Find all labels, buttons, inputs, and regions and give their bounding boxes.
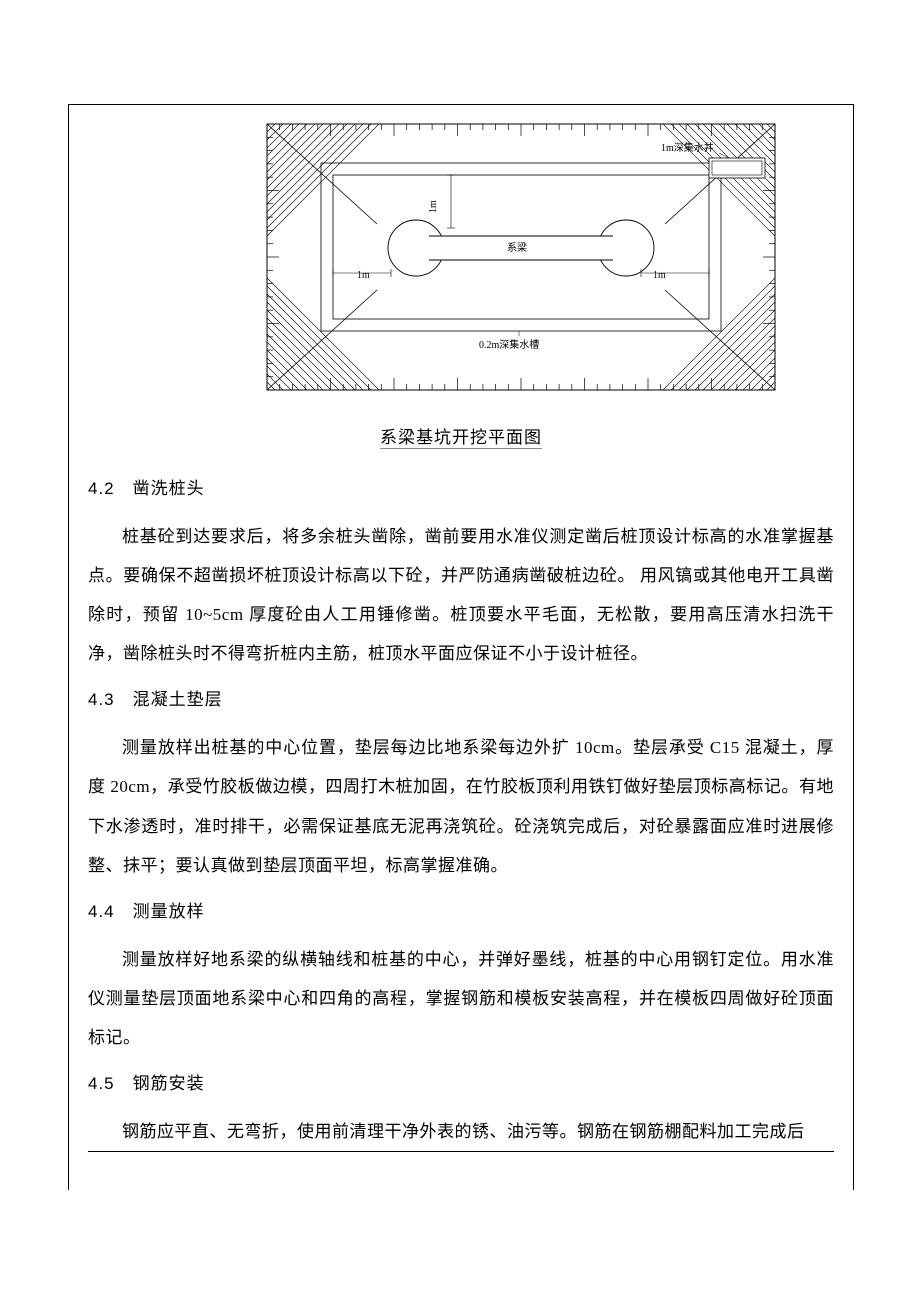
svg-text:1m: 1m — [357, 270, 370, 281]
svg-text:1m: 1m — [428, 200, 439, 213]
section-heading: 4.2 凿洗桩头 — [88, 474, 834, 499]
section-heading: 4.4 测量放样 — [88, 897, 834, 922]
section-number: 4.5 — [88, 1074, 115, 1093]
caption-text: 系梁基坑开挖平面图 — [380, 428, 542, 449]
svg-text:0.2m深集水槽: 0.2m深集水槽 — [479, 338, 539, 351]
svg-text:1m: 1m — [653, 270, 666, 281]
page-content: 1m深集水井 0.2m深集水槽 系梁 1m 1m 1m 系梁基坑开挖平面图 4.2 凿洗桩… — [88, 118, 834, 1152]
section-heading: 4.5 钢筋安装 — [88, 1069, 834, 1094]
section-title: 钢筋安装 — [115, 1074, 205, 1093]
svg-text:1m深集水井: 1m深集水井 — [661, 141, 714, 154]
diagram-container: 1m深集水井 0.2m深集水槽 系梁 1m 1m 1m — [88, 118, 834, 401]
section-number: 4.3 — [88, 690, 115, 709]
paragraph: 桩基砼到达要求后，将多余桩头凿除，凿前要用水准仪测定凿后桩顶设计标高的水准掌握基… — [88, 517, 834, 673]
section-title: 混凝土垫层 — [115, 690, 223, 709]
section-heading: 4.3 混凝土垫层 — [88, 685, 834, 710]
paragraph: 钢筋应平直、无弯折，使用前清理干净外表的锈、油污等。钢筋在钢筋棚配料加工完成后 — [88, 1112, 834, 1152]
diagram-svg: 1m深集水井 0.2m深集水槽 系梁 1m 1m 1m — [261, 118, 781, 396]
section-title: 测量放样 — [115, 902, 205, 921]
svg-text:系梁: 系梁 — [507, 241, 527, 254]
section-number: 4.4 — [88, 902, 115, 921]
section-number: 4.2 — [88, 479, 115, 498]
paragraph: 测量放样出桩基的中心位置，垫层每边比地系梁每边外扩 10cm。垫层承受 C15 … — [88, 728, 834, 884]
section-title: 凿洗桩头 — [115, 479, 205, 498]
diagram-caption: 系梁基坑开挖平面图 — [88, 423, 834, 448]
sections-container: 4.2 凿洗桩头桩基砼到达要求后，将多余桩头凿除，凿前要用水准仪测定凿后桩顶设计… — [88, 474, 834, 1152]
paragraph: 测量放样好地系梁的纵横轴线和桩基的中心，并弹好墨线，桩基的中心用钢钉定位。用水准… — [88, 940, 834, 1057]
excavation-plan-diagram: 1m深集水井 0.2m深集水槽 系梁 1m 1m 1m — [261, 118, 781, 401]
